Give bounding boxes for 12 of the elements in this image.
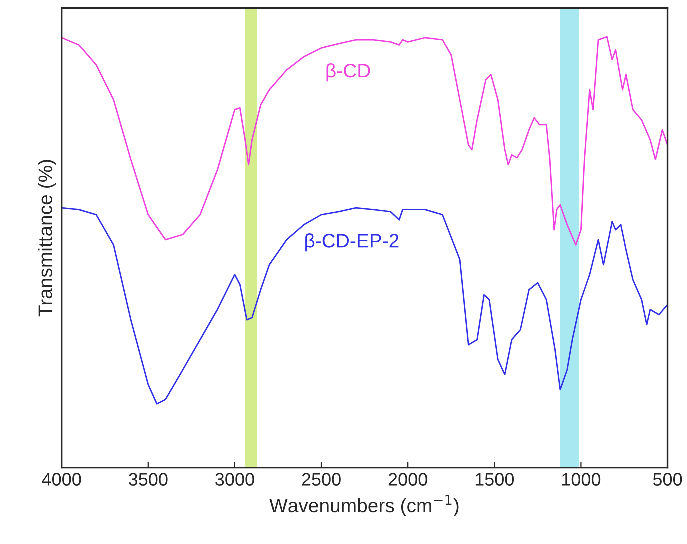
series-label: β-CD [326, 63, 370, 82]
x-axis-title: Wavenumbers (cm$^{−1}$) [270, 495, 459, 516]
series-label: β-CD-EP-2 [306, 234, 399, 252]
x-tick-label: 2000 [388, 473, 428, 486]
x-tick-label: 3500 [129, 473, 168, 486]
x-tick-label: 2500 [302, 473, 341, 486]
x-tick-label: 1000 [562, 473, 601, 486]
x-tick-label: 1500 [476, 473, 514, 486]
y-axis-title: Transmittance (%) [38, 160, 56, 317]
x-tick-label: 4000 [42, 473, 82, 486]
x-tick-label: 3000 [216, 473, 254, 486]
x-tick-label: 500 [653, 473, 682, 486]
